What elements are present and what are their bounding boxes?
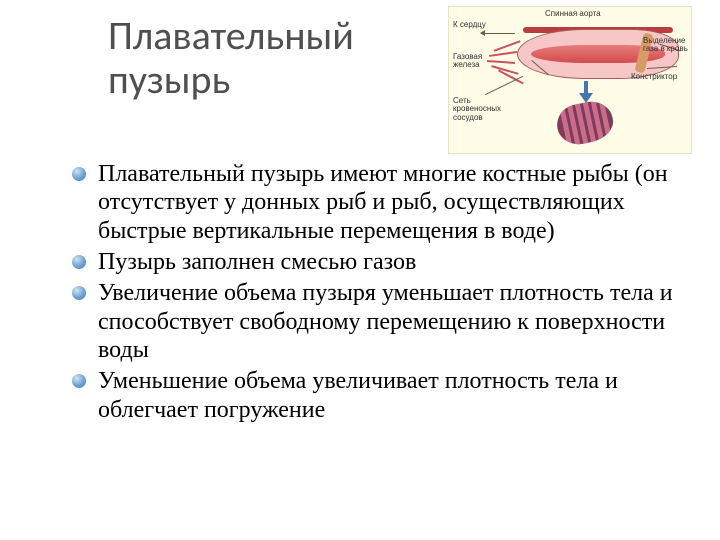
label-blood-net: Сеть кровеносных сосудов (453, 97, 501, 122)
swim-bladder-diagram: Спинная аорта К сердцу Газовая железа Се… (448, 6, 692, 154)
arrow-down-icon (579, 81, 593, 101)
bullet-text: Плавательный пузырь имеют многие костные… (98, 161, 668, 244)
bullet-text: Пузырь заполнен смесью газов (98, 249, 416, 275)
bullet-list: Плавательный пузырь имеют многие костные… (68, 160, 678, 424)
bullet-item: Плавательный пузырь имеют многие костные… (68, 160, 678, 245)
slide-title: Плавательный пузырь (108, 14, 448, 102)
blood-network-shape (487, 43, 539, 83)
label-constrictor: Констриктор (631, 73, 677, 81)
label-aorta: Спинная аорта (545, 10, 601, 18)
body-text-block: Плавательный пузырь имеют многие костные… (68, 160, 678, 427)
bullet-item: Уменьшение объема увеличивает плотность … (68, 367, 678, 424)
capillary-bundle-shape (553, 98, 616, 149)
bullet-item: Пузырь заполнен смесью газов (68, 248, 678, 276)
bullet-text: Уменьшение объема увеличивает плотность … (98, 368, 618, 422)
label-gas-gland: Газовая железа (453, 53, 487, 70)
heart-arrow (481, 33, 515, 34)
label-gas-release: Выделение газа в кровь (643, 37, 691, 54)
bullet-item: Увеличение объема пузыря уменьшает плотн… (68, 279, 678, 364)
label-to-heart: К сердцу (453, 21, 486, 29)
title-block: Плавательный пузырь (108, 14, 448, 102)
bullet-text: Увеличение объема пузыря уменьшает плотн… (98, 280, 673, 363)
slide: Плавательный пузырь Спинн (0, 0, 720, 540)
